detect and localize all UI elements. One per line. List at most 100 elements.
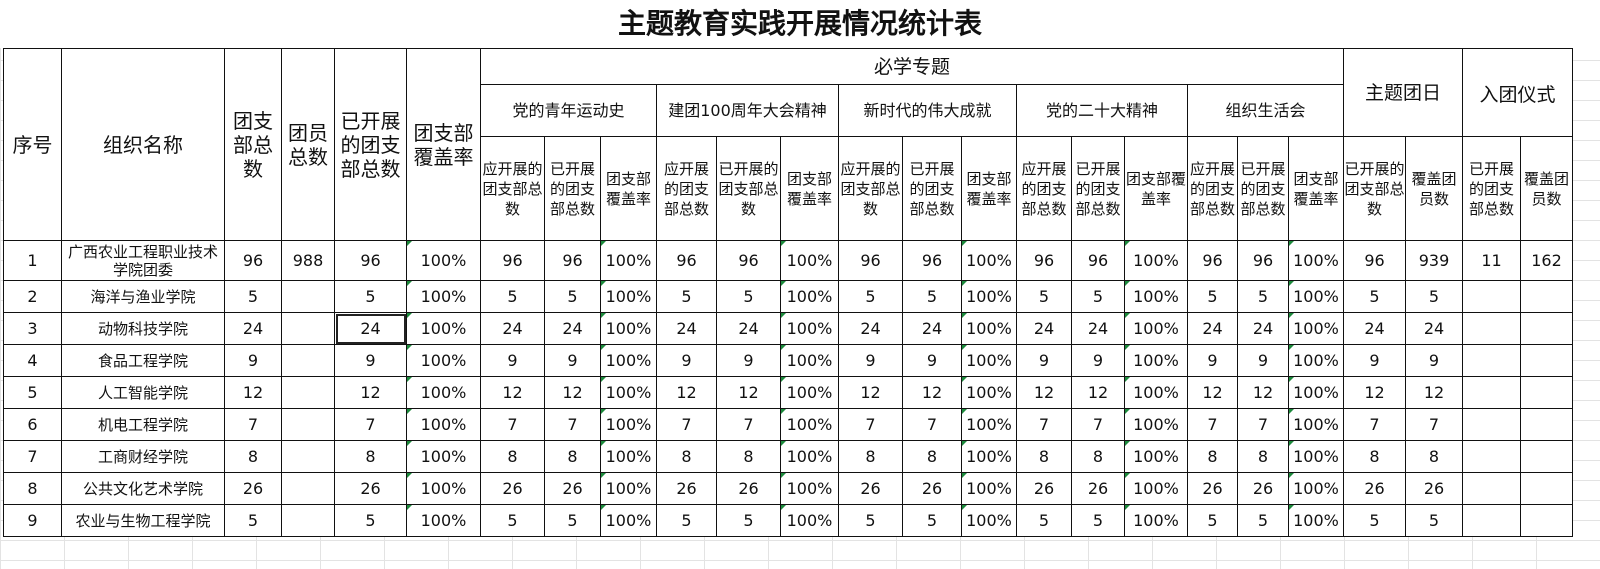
- cell-topic-required[interactable]: 8: [1016, 440, 1072, 473]
- cell-topic-done[interactable]: 5: [544, 280, 601, 313]
- cell-done-branches[interactable]: 12: [334, 376, 407, 409]
- cell-topic-done[interactable]: 9: [1237, 344, 1289, 377]
- cell-org-name[interactable]: 工商财经学院: [61, 440, 225, 473]
- cell-topic-coverage[interactable]: 100%: [600, 504, 657, 537]
- cell-branch-total[interactable]: 9: [224, 344, 282, 377]
- cell-coverage[interactable]: 100%: [406, 376, 481, 409]
- cell-topic-required[interactable]: 12: [656, 376, 717, 409]
- cell-theme-day-members[interactable]: 24: [1405, 312, 1463, 345]
- cell-join-members[interactable]: [1520, 408, 1573, 441]
- cell-topic-coverage[interactable]: 100%: [780, 408, 839, 441]
- cell-done-branches[interactable]: 26: [334, 472, 407, 505]
- cell-topic-coverage[interactable]: 100%: [961, 344, 1017, 377]
- cell-topic-required[interactable]: 26: [1016, 472, 1072, 505]
- cell-topic-coverage[interactable]: 100%: [1288, 240, 1344, 281]
- cell-topic-coverage[interactable]: 100%: [1124, 504, 1188, 537]
- cell-topic-done[interactable]: 9: [1071, 344, 1125, 377]
- cell-theme-day-members[interactable]: 8: [1405, 440, 1463, 473]
- cell-topic-done[interactable]: 8: [1237, 440, 1289, 473]
- cell-topic-done[interactable]: 96: [902, 240, 962, 281]
- cell-topic-done[interactable]: 26: [1237, 472, 1289, 505]
- cell-topic-done[interactable]: 96: [1071, 240, 1125, 281]
- cell-seq[interactable]: 6: [3, 408, 62, 441]
- cell-topic-required[interactable]: 26: [480, 472, 545, 505]
- cell-topic-done[interactable]: 96: [716, 240, 781, 281]
- cell-done-branches[interactable]: 8: [334, 440, 407, 473]
- cell-join-members[interactable]: [1520, 472, 1573, 505]
- cell-topic-done[interactable]: 5: [902, 504, 962, 537]
- cell-topic-done[interactable]: 8: [1071, 440, 1125, 473]
- cell-topic-done[interactable]: 5: [1237, 504, 1289, 537]
- cell-topic-coverage[interactable]: 100%: [600, 344, 657, 377]
- cell-coverage[interactable]: 100%: [406, 312, 481, 345]
- cell-member-total[interactable]: [281, 440, 335, 473]
- cell-theme-day-done[interactable]: 24: [1343, 312, 1406, 345]
- cell-topic-done[interactable]: 96: [544, 240, 601, 281]
- cell-coverage[interactable]: 100%: [406, 440, 481, 473]
- cell-topic-coverage[interactable]: 100%: [780, 280, 839, 313]
- cell-topic-done[interactable]: 8: [902, 440, 962, 473]
- cell-topic-required[interactable]: 9: [656, 344, 717, 377]
- cell-topic-required[interactable]: 9: [480, 344, 545, 377]
- cell-join-done[interactable]: [1462, 376, 1521, 409]
- cell-topic-coverage[interactable]: 100%: [1288, 472, 1344, 505]
- cell-topic-required[interactable]: 12: [838, 376, 903, 409]
- cell-org-name[interactable]: 广西农业工程职业技术学院团委: [61, 240, 225, 281]
- cell-topic-coverage[interactable]: 100%: [600, 440, 657, 473]
- cell-seq[interactable]: 5: [3, 376, 62, 409]
- cell-topic-required[interactable]: 5: [1187, 504, 1238, 537]
- cell-topic-coverage[interactable]: 100%: [1124, 240, 1188, 281]
- cell-topic-required[interactable]: 8: [838, 440, 903, 473]
- cell-seq[interactable]: 2: [3, 280, 62, 313]
- cell-topic-done[interactable]: 26: [716, 472, 781, 505]
- cell-theme-day-done[interactable]: 5: [1343, 504, 1406, 537]
- cell-join-members[interactable]: [1520, 440, 1573, 473]
- cell-topic-coverage[interactable]: 100%: [600, 376, 657, 409]
- cell-coverage[interactable]: 100%: [406, 280, 481, 313]
- cell-topic-required[interactable]: 7: [1016, 408, 1072, 441]
- cell-topic-done[interactable]: 24: [1237, 312, 1289, 345]
- cell-topic-required[interactable]: 8: [1187, 440, 1238, 473]
- cell-topic-required[interactable]: 26: [656, 472, 717, 505]
- cell-topic-coverage[interactable]: 100%: [600, 408, 657, 441]
- cell-topic-coverage[interactable]: 100%: [961, 280, 1017, 313]
- cell-topic-coverage[interactable]: 100%: [600, 472, 657, 505]
- cell-theme-day-done[interactable]: 5: [1343, 280, 1406, 313]
- cell-topic-required[interactable]: 7: [656, 408, 717, 441]
- cell-topic-done[interactable]: 12: [1071, 376, 1125, 409]
- cell-topic-coverage[interactable]: 100%: [1288, 440, 1344, 473]
- cell-member-total[interactable]: [281, 408, 335, 441]
- cell-done-branches[interactable]: 24: [334, 312, 407, 345]
- cell-theme-day-done[interactable]: 12: [1343, 376, 1406, 409]
- cell-topic-done[interactable]: 9: [716, 344, 781, 377]
- cell-topic-required[interactable]: 5: [1187, 280, 1238, 313]
- cell-theme-day-done[interactable]: 26: [1343, 472, 1406, 505]
- cell-seq[interactable]: 9: [3, 504, 62, 537]
- cell-topic-coverage[interactable]: 100%: [1288, 312, 1344, 345]
- cell-topic-required[interactable]: 9: [1016, 344, 1072, 377]
- cell-topic-coverage[interactable]: 100%: [961, 376, 1017, 409]
- cell-seq[interactable]: 8: [3, 472, 62, 505]
- cell-coverage[interactable]: 100%: [406, 240, 481, 281]
- cell-seq[interactable]: 4: [3, 344, 62, 377]
- cell-topic-coverage[interactable]: 100%: [1124, 376, 1188, 409]
- cell-join-done[interactable]: [1462, 408, 1521, 441]
- cell-topic-done[interactable]: 5: [1237, 280, 1289, 313]
- cell-topic-coverage[interactable]: 100%: [1124, 408, 1188, 441]
- cell-topic-required[interactable]: 5: [480, 280, 545, 313]
- cell-topic-required[interactable]: 96: [838, 240, 903, 281]
- cell-member-total[interactable]: [281, 472, 335, 505]
- cell-join-done[interactable]: 11: [1462, 240, 1521, 281]
- cell-topic-coverage[interactable]: 100%: [961, 408, 1017, 441]
- cell-topic-required[interactable]: 8: [480, 440, 545, 473]
- cell-theme-day-members[interactable]: 5: [1405, 504, 1463, 537]
- cell-done-branches[interactable]: 96: [334, 240, 407, 281]
- cell-topic-done[interactable]: 12: [716, 376, 781, 409]
- cell-theme-day-done[interactable]: 9: [1343, 344, 1406, 377]
- cell-topic-required[interactable]: 5: [838, 504, 903, 537]
- cell-topic-done[interactable]: 7: [1237, 408, 1289, 441]
- cell-theme-day-done[interactable]: 96: [1343, 240, 1406, 281]
- cell-topic-required[interactable]: 5: [838, 280, 903, 313]
- cell-branch-total[interactable]: 5: [224, 504, 282, 537]
- cell-org-name[interactable]: 海洋与渔业学院: [61, 280, 225, 313]
